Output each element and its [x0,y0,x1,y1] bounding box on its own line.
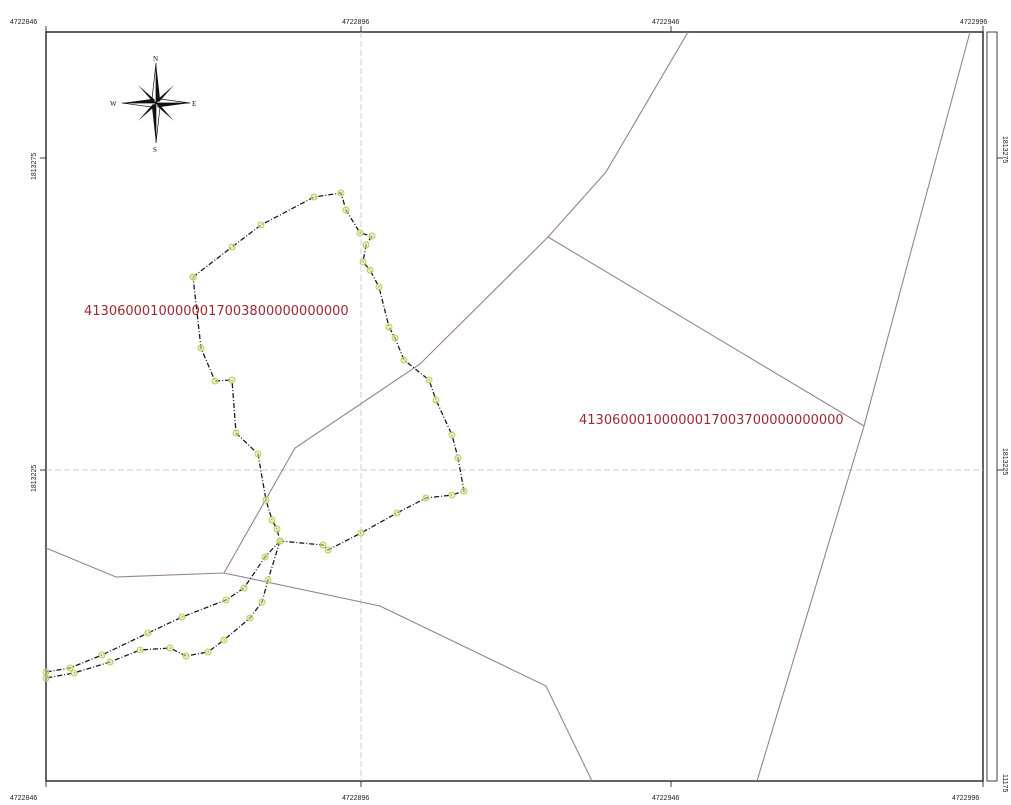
tick-marks [40,26,1003,787]
track-vertex [246,614,254,622]
compass-west-label: W [110,100,117,108]
y-tick-left-2: 1813225 [31,465,38,492]
track-vertex [324,546,332,554]
track-vertex [262,496,270,504]
boundary-line [223,572,593,782]
compass-south-label: S [153,146,157,154]
parcel-boundaries [45,31,971,782]
track-vertex [356,229,364,237]
track-vertex [268,516,276,524]
track-vertex [359,258,367,266]
track-vertex [337,189,345,197]
x-tick-bottom-4: 4722996 [952,795,979,802]
track-loop [192,192,465,551]
compass-rose-icon: N S E W [110,55,196,154]
x-tick-top-1: 4722846 [10,19,37,26]
track-vertex [258,598,266,606]
track-vertex [144,629,152,637]
track-tail-lower [45,540,281,679]
track-vertex [454,454,462,462]
track-vertex [422,494,430,502]
track-vertex [42,668,50,676]
track-vertex [385,323,393,331]
track-vertex [357,529,365,537]
track-vertex [106,658,114,666]
x-tick-top-4: 4722996 [960,19,987,26]
x-tick-bottom-2: 4722896 [342,795,369,802]
track-vertex [211,377,219,385]
track-vertex [391,334,399,342]
track-vertex [228,243,236,251]
track-vertex [166,644,174,652]
track-vertex [375,283,383,291]
track-vertex [319,541,327,549]
track-vertex [220,636,228,644]
track-vertex [264,576,272,584]
y-tick-right-1: 1813275 [1001,136,1008,163]
boundary-line [756,425,865,782]
track-vertex [42,674,50,682]
track-vertex [222,596,230,604]
track-vertex [362,241,370,249]
boundary-line [45,31,689,578]
track-vertex [98,651,106,659]
track-vertex [368,232,376,240]
track-vertex [228,376,236,384]
track-vertices [42,189,468,682]
x-tick-bottom-1: 4722846 [10,795,37,802]
track-vertex [240,584,248,592]
track-vertex [204,648,212,656]
track-vertex [182,652,190,660]
track-vertex [257,221,265,229]
track-vertex [400,356,408,364]
track-vertex [178,613,186,621]
parcel-label-1: 41306000100000017003800000000000 [84,304,349,319]
track-vertex [254,450,262,458]
y-tick-right-3: 11175 [1001,774,1008,793]
track-vertex [448,431,456,439]
track-vertex [136,646,144,654]
track-vertex [342,206,350,214]
boundary-line [547,31,971,427]
track-vertex [66,664,74,672]
track-vertex [432,396,440,404]
track-vertex [197,344,205,352]
track-vertex [310,193,318,201]
track-vertex [366,266,374,274]
track-vertex [393,509,401,517]
track-vertex [425,376,433,384]
track-tail-upper [45,540,281,673]
track-vertex [460,487,468,495]
gps-track [42,189,468,682]
y-tick-right-2: 1813225 [1001,448,1008,475]
track-vertex [273,525,281,533]
track-vertex [232,429,240,437]
x-tick-bottom-3: 4722946 [652,795,679,802]
y-tick-left-1: 1813275 [31,153,38,180]
track-vertex [70,669,78,677]
track-vertex [448,491,456,499]
compass-east-label: E [192,100,196,108]
track-vertex [276,537,284,545]
map-frame [45,31,984,782]
x-tick-top-2: 4722896 [342,19,369,26]
compass-north-label: N [153,55,158,63]
track-vertex [189,273,197,281]
x-tick-top-3: 4722946 [652,19,679,26]
track-vertex [261,553,269,561]
parcel-label-2: 41306000100000017003700000000000 [579,413,844,428]
map-side-strip [986,31,998,782]
